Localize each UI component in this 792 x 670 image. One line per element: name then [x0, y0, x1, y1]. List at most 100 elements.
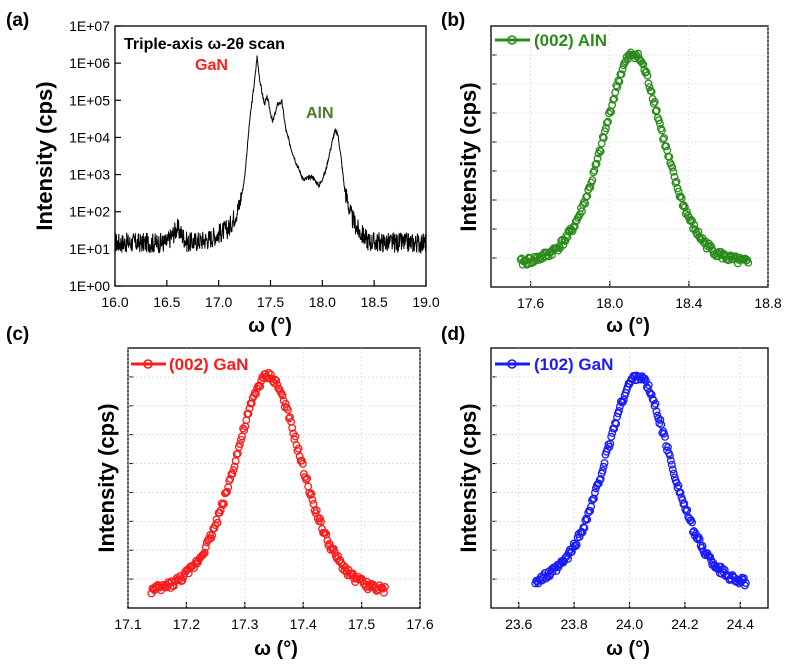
y-axis-label-c: Intensity (cps)	[94, 403, 119, 552]
x-tick-label-c-3: 17.4	[290, 616, 317, 632]
data-point-c-50	[200, 548, 209, 557]
data-point-c-98	[251, 390, 260, 398]
y-axis-ticks-b	[491, 54, 768, 259]
data-point-c-145	[302, 475, 310, 484]
y-axis-ticks-d	[491, 376, 768, 580]
data-point-c-130	[286, 413, 294, 422]
data-point-d-79	[607, 432, 616, 441]
data-point-c-78	[230, 462, 239, 471]
data-point-d-126	[652, 407, 661, 416]
data-point-c-60	[211, 521, 220, 530]
data-point-c-92	[245, 404, 254, 413]
data-point-c-123	[278, 391, 287, 400]
y-tick-label-a-3: 1E+03	[69, 167, 110, 183]
x-tick-label-d-0: 23.6	[505, 616, 532, 632]
data-point-b-131	[652, 106, 661, 115]
data-point-c-178	[337, 559, 346, 568]
x-tick-label-c-4: 17.5	[348, 616, 375, 632]
data-point-d-42	[571, 542, 580, 551]
data-point-c-76	[228, 469, 237, 478]
data-point-d-163	[688, 518, 696, 527]
data-point-d-80	[608, 429, 617, 437]
data-point-d-143	[668, 465, 677, 474]
data-point-b-50	[568, 227, 577, 236]
data-point-d-66	[594, 479, 603, 488]
data-point-b-219	[744, 258, 753, 267]
data-point-d-62	[590, 488, 599, 497]
annotation-aln: AlN	[306, 105, 334, 122]
x-axis-ticks-d: 23.6 23.8 24.0 24.2 24.4	[505, 348, 754, 632]
data-point-b-77	[596, 147, 605, 156]
data-point-d-142	[667, 460, 676, 469]
data-point-c-112	[266, 370, 275, 379]
y-tick-label-a-5: 1E+05	[69, 92, 110, 108]
x-tick-label-d-1: 23.8	[560, 616, 587, 632]
data-point-c-151	[308, 495, 317, 504]
data-point-d-217	[739, 574, 748, 583]
x-tick-label-b-2: 18.4	[675, 295, 702, 311]
data-point-b-147	[669, 167, 678, 176]
data-point-b-217	[742, 256, 751, 265]
data-point-b-167	[690, 220, 699, 229]
data-point-b-126	[647, 87, 656, 96]
data-point-b-152	[674, 187, 683, 196]
panel-label-a: (a)	[6, 10, 29, 31]
data-point-d-68	[596, 475, 605, 483]
y-tick-label-a-1: 1E+01	[69, 241, 110, 257]
data-point-b-113	[634, 49, 643, 58]
data-point-d-151	[676, 488, 685, 497]
series-c	[147, 368, 389, 598]
data-point-d-118	[644, 381, 653, 390]
x-tick-label-b-0: 17.6	[517, 295, 544, 311]
x-tick-label-c-5: 17.6	[406, 616, 433, 632]
data-point-b-137	[659, 135, 667, 144]
data-point-b-101	[621, 57, 630, 66]
x-axis-label-c: ω (°)	[254, 638, 298, 660]
panel-a: (a) 16.0 16.5 17.0 17.5 18.0 18.5 19.0 1E+001E…	[6, 10, 440, 337]
data-point-d-87	[615, 407, 623, 415]
x-tick-label-c-0: 17.1	[114, 616, 141, 632]
data-point-c-180	[339, 561, 348, 570]
data-point-c-97	[250, 388, 259, 397]
x-axis-label-b: ω (°)	[606, 315, 650, 337]
data-point-c-146	[303, 474, 312, 483]
data-point-c-102	[256, 382, 265, 391]
data-point-b-138	[660, 133, 669, 142]
data-point-b-121	[642, 67, 651, 76]
data-point-b-103	[623, 55, 632, 64]
x-tick-label-d-4: 24.4	[727, 616, 754, 632]
data-point-d-219	[741, 579, 750, 588]
annotation-gan: GaN	[195, 57, 228, 74]
plot-frame-b	[490, 25, 769, 288]
data-point-b-39	[557, 236, 566, 245]
data-point-d-12	[542, 572, 551, 581]
data-point-d-72	[600, 459, 609, 467]
x-tick-label-a-0: 16.0	[101, 294, 128, 310]
legend-text-c: (002) GaN	[169, 355, 248, 374]
data-point-b-125	[646, 86, 655, 95]
data-point-c-163	[321, 528, 330, 537]
x-tick-label-d-3: 24.2	[671, 616, 698, 632]
data-point-c-219	[381, 583, 389, 591]
data-point-d-130	[656, 415, 665, 424]
data-point-c-84	[237, 435, 245, 444]
data-point-c-159	[317, 517, 325, 526]
data-point-c-176	[335, 557, 344, 566]
data-point-c-101	[255, 381, 264, 390]
data-point-c-118	[273, 380, 282, 389]
data-point-c-51	[201, 543, 210, 551]
data-point-b-129	[650, 97, 659, 106]
x-tick-label-b-1: 18.0	[596, 295, 623, 311]
panel-label-c: (c)	[6, 324, 29, 345]
x-tick-label-c-1: 17.2	[173, 616, 200, 632]
data-point-b-95	[615, 77, 624, 86]
data-point-c-91	[244, 409, 253, 418]
data-point-d-38	[567, 547, 576, 556]
data-point-b-63	[582, 193, 591, 201]
data-point-b-30	[547, 251, 556, 259]
data-point-d-129	[655, 419, 664, 428]
data-point-c-48	[198, 551, 207, 560]
data-point-d-140	[665, 451, 674, 460]
legend-c: (002) GaN	[131, 355, 248, 374]
